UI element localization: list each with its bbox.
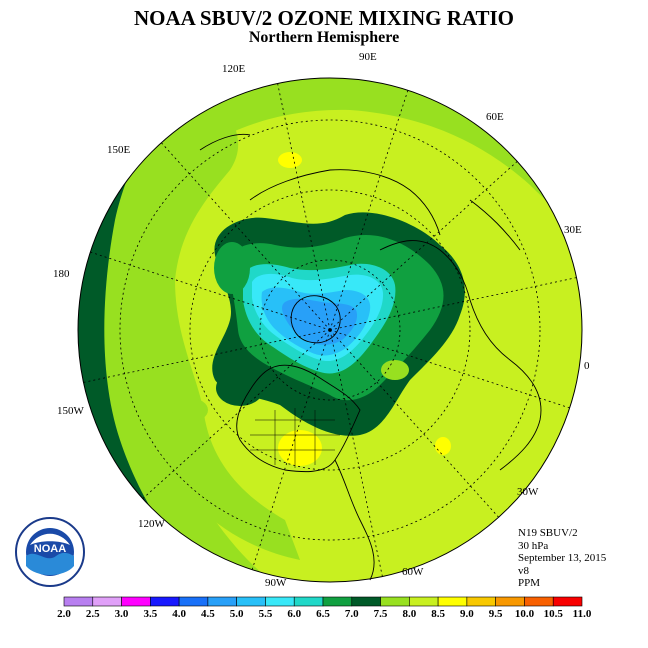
americas-coast [334,459,375,581]
colorbar-tick-label: 6.5 [316,608,330,620]
colorbar-tick-label: 10.0 [514,608,535,620]
state-borders [250,408,340,468]
meridian-line [329,90,409,331]
field-8-5-patch [278,430,322,466]
colorbar-swatch [524,596,554,607]
kamchatka-coast [199,133,251,151]
colorbar-tick-label: 4.0 [172,608,186,620]
colorbar-tick-label: 2.0 [57,608,71,620]
colorbar-tick-label: 2.5 [85,608,100,620]
lon-label-30e: 30E [564,224,582,236]
meridian-line [83,329,331,383]
colorbar [63,596,583,607]
meridian-line [329,329,570,409]
colorbar-swatch [92,596,122,607]
lon-label-120w: 120W [138,518,165,530]
colorbar-tick-label: 6.0 [287,608,302,620]
colorbar-tick-label: 7.0 [344,608,359,620]
colorbar-swatch [351,596,381,607]
colorbar-tick-label: 3.0 [114,608,129,620]
map-subtitle: Northern Hemisphere [248,29,400,46]
field-7-0-blob [214,242,250,294]
field-7-5-lobe [172,398,208,422]
lon-label-0: 0 [584,360,590,372]
lon-label-90e: 90E [359,51,377,63]
info-units: PPM [518,577,541,590]
colorbar-swatch [495,596,525,607]
meridian-line [142,329,331,499]
field-7-5-lobe [381,360,409,380]
north-america-coast [236,364,361,473]
map-title: NOAA SBUV/2 OZONE MIXING RATIO [134,6,514,30]
colorbar-tick-label: 9.0 [460,608,474,620]
colorbar-swatch [380,596,410,607]
info-date: September 13, 2015 [518,552,607,565]
noaa-logo-text: NOAA [34,543,66,555]
colorbar-swatch [466,596,496,607]
lon-label-90w: 90W [265,577,287,589]
field-8-5-patch [435,437,451,455]
lon-label-120e: 120E [222,63,246,75]
meridian-line [329,329,383,577]
latitude-circle [189,189,471,471]
colorbar-tick-label: 9.5 [488,608,503,620]
info-level: 30 hPa [518,539,549,552]
colorbar-tick-label: 11.0 [572,608,592,620]
colorbar-swatch [63,596,94,607]
colorbar-swatch [293,596,324,607]
colorbar-tick-label: 5.5 [258,608,273,620]
eurasia-coast [379,240,542,471]
latitude-circle [119,119,541,541]
colorbar-swatch [178,596,209,607]
info-block: N19 SBUV/2 30 hPa September 13, 2015 v8 … [518,527,606,590]
colorbar-tick-label: 7.5 [373,608,388,620]
meridian-line [329,277,577,331]
coastlines [199,133,542,581]
colorbar-swatch [322,596,353,607]
colorbar-swatch [265,596,295,607]
noaa-logo: NOAA [15,517,85,587]
colorbar-swatch [409,596,439,607]
colorbar-tick-label: 3.5 [143,608,158,620]
lon-label-60e: 60E [486,111,504,123]
meridian-line [329,329,499,518]
colorbar-tick-label: 8.5 [431,608,445,620]
colorbar-swatch [552,596,583,607]
info-satellite: N19 SBUV/2 [518,527,578,539]
india-coast [469,199,521,251]
colorbar-swatch [150,596,180,607]
greenland-coast [290,295,341,344]
colorbar-tick-label: 8.0 [402,608,417,620]
colorbar-tick-label: 10.5 [543,608,563,620]
info-version: v8 [518,564,529,577]
meridian-line [90,251,331,331]
lon-label-150w: 150W [57,405,84,417]
colorbar-tick-label: 5.0 [229,608,244,620]
map-border [77,77,583,583]
colorbar-swatch [207,596,237,607]
colorbar-swatch [236,596,266,607]
latitude-circle [259,259,401,401]
lon-label-150e: 150E [107,144,131,156]
colorbar-swatch [437,596,468,607]
colorbar-swatch [121,596,151,607]
asia-coast [249,169,441,236]
field-8-5-patch [278,152,302,168]
field-7-5-pacific [150,90,300,560]
lon-label-30w: 30W [517,486,539,498]
lon-label-180: 180 [53,268,70,280]
lon-label-60w: 60W [402,566,424,578]
meridian-line [329,161,518,331]
colorbar-tick-label: 4.5 [201,608,215,620]
meridian-line [277,83,331,331]
field-7-0-blob [216,370,264,406]
